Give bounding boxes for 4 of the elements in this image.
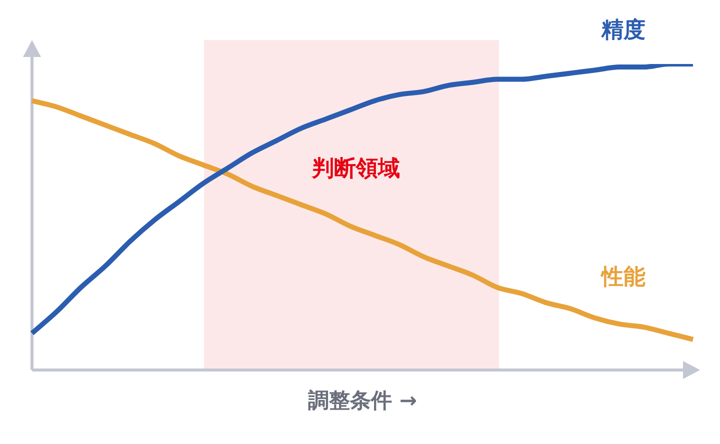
x-axis-title: 調整条件 → — [308, 388, 417, 412]
series-label: 精度 — [600, 16, 646, 43]
annotation: 判断領域 — [311, 156, 400, 182]
series-label: 性能 — [600, 264, 646, 290]
